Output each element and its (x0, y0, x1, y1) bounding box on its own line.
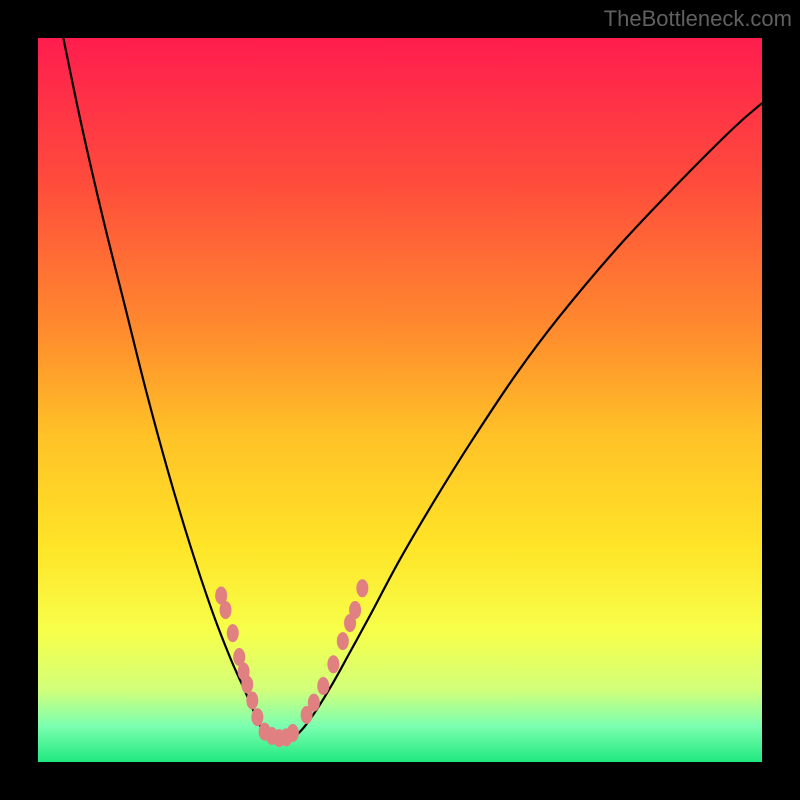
left-marker (220, 601, 232, 619)
right-marker (327, 655, 339, 673)
left-marker (227, 624, 239, 642)
right-marker (349, 601, 361, 619)
plot-area (38, 38, 762, 762)
plot-svg (38, 38, 762, 762)
left-marker (241, 676, 253, 694)
right-marker (317, 677, 329, 695)
right-marker (337, 632, 349, 650)
left-marker (246, 691, 258, 709)
gradient-background (38, 38, 762, 762)
right-marker (308, 694, 320, 712)
chart-frame: TheBottleneck.com (0, 0, 800, 800)
trough-marker (287, 724, 299, 742)
left-marker (251, 708, 263, 726)
watermark-text: TheBottleneck.com (604, 6, 792, 32)
right-marker (356, 579, 368, 597)
